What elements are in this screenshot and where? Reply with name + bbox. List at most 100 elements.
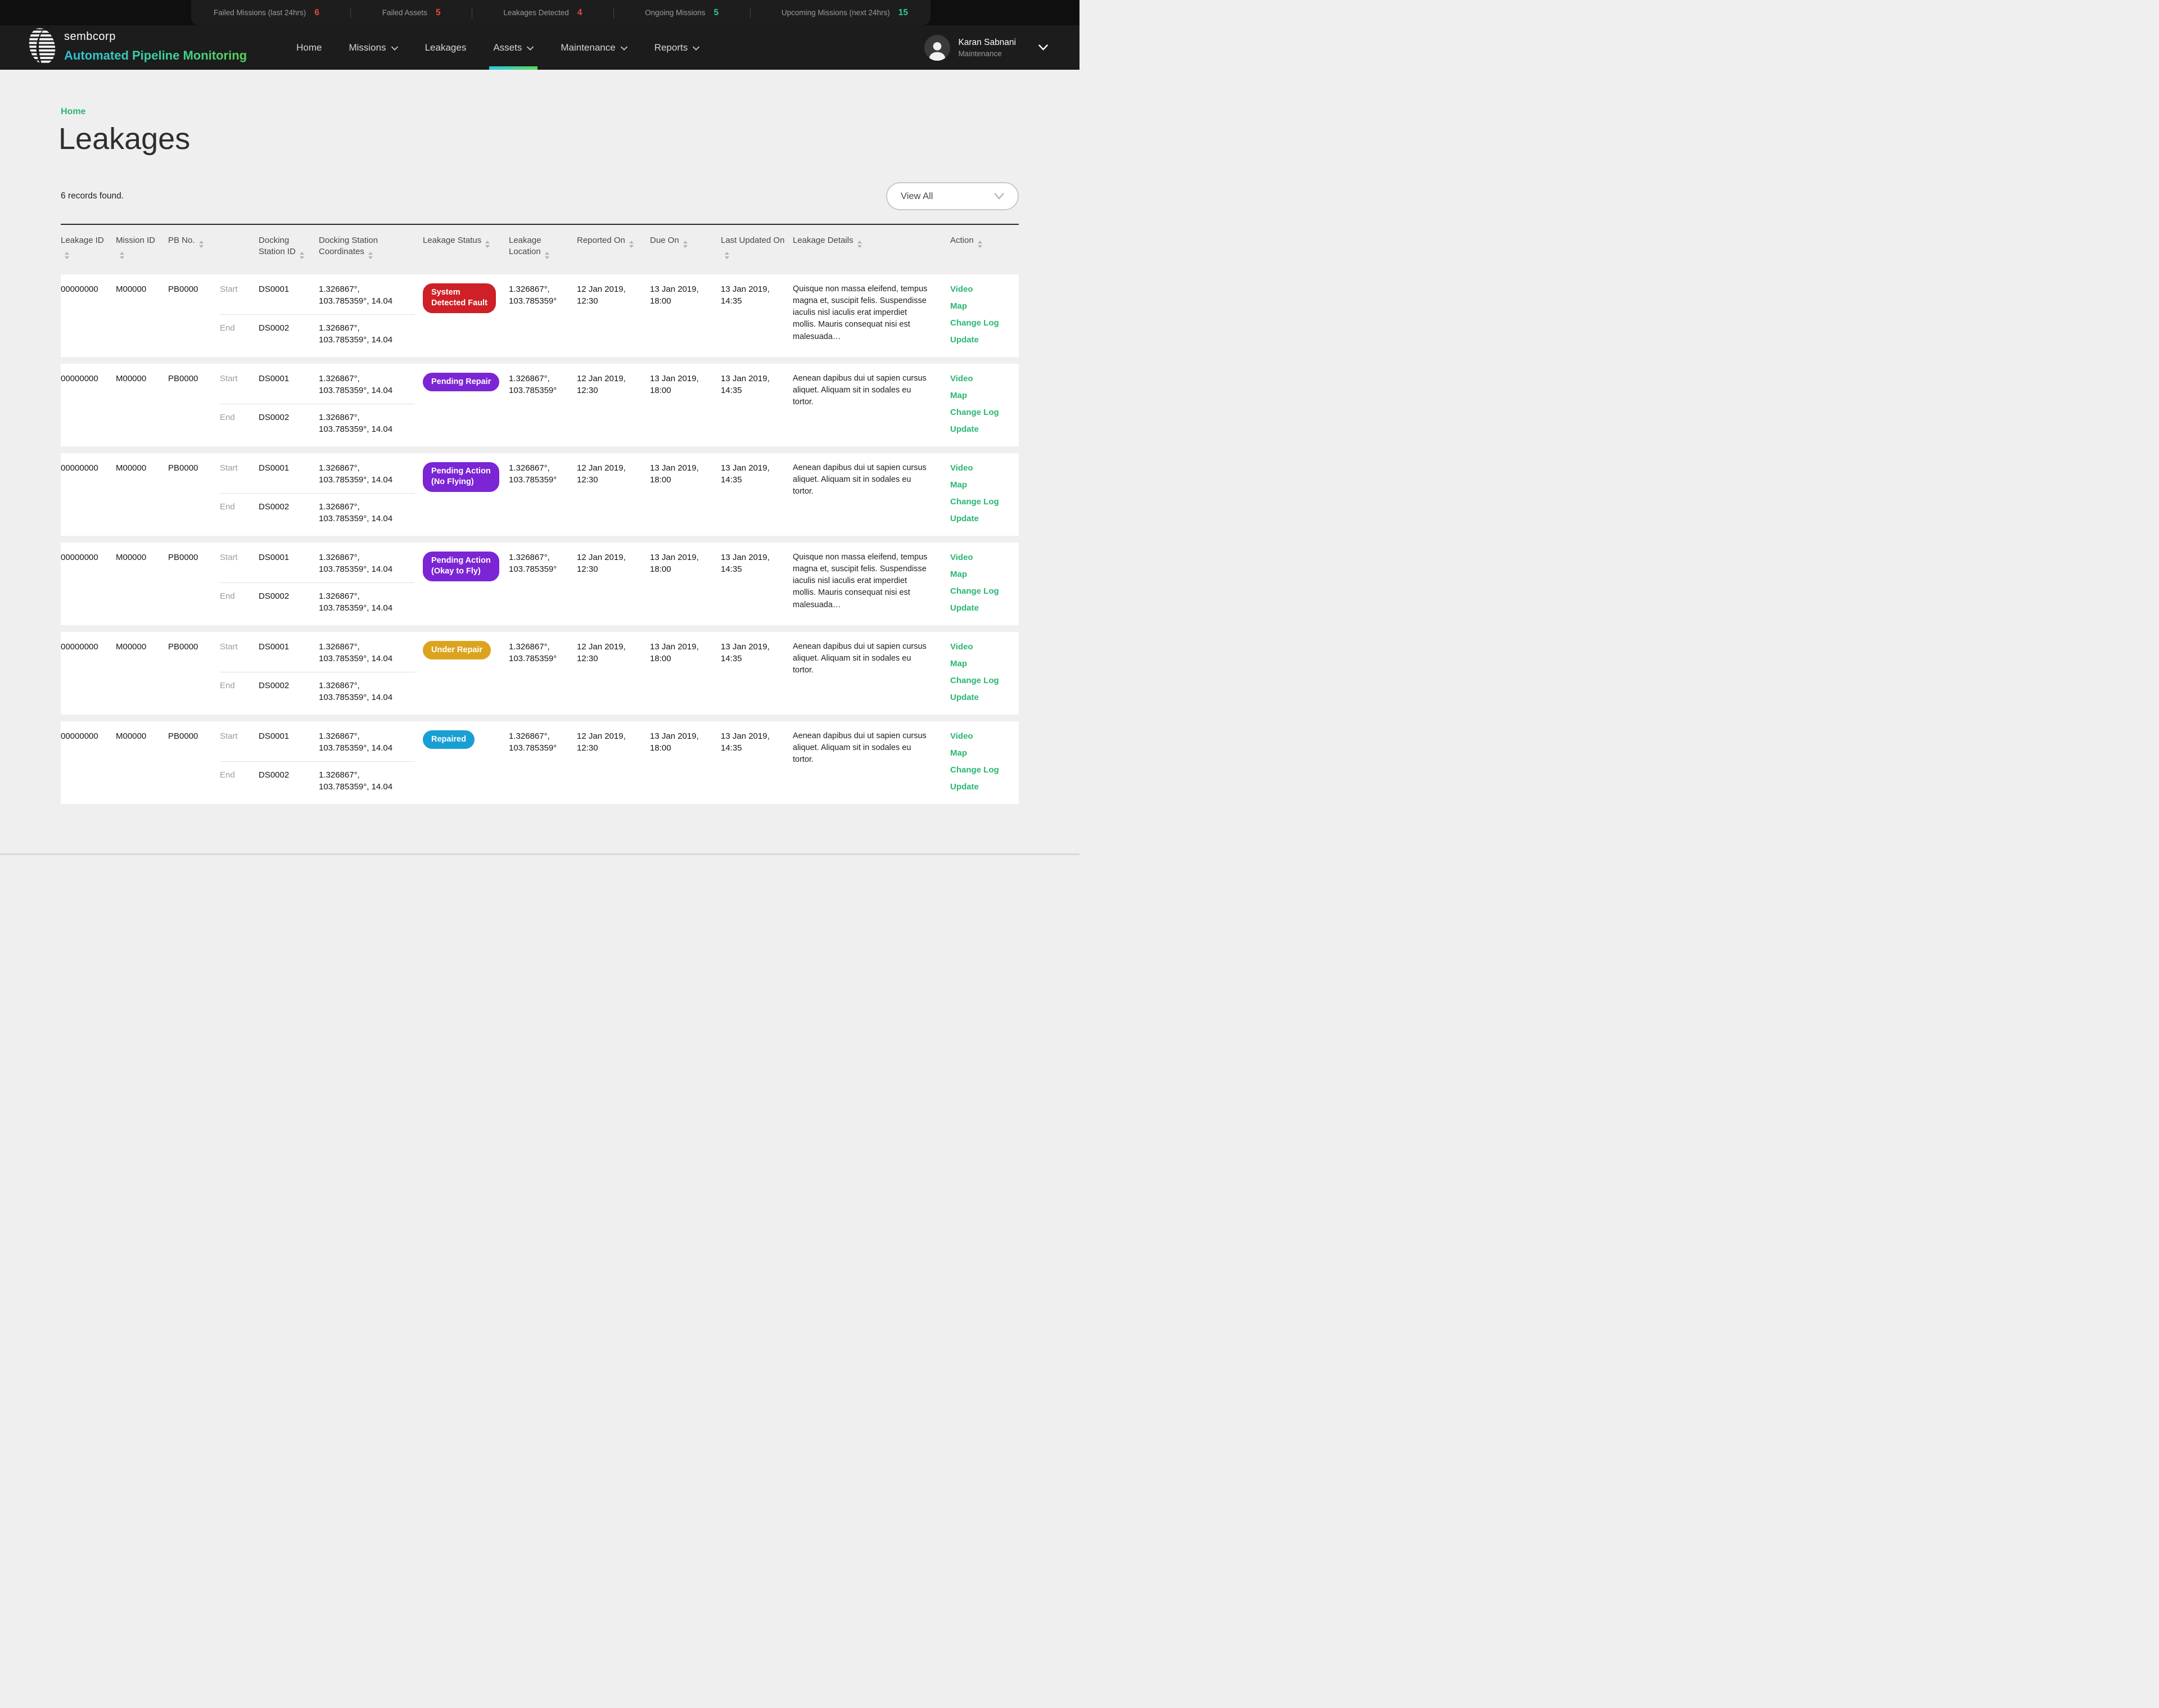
main-nav: Home Missions Leakages Assets Maintenanc… <box>283 25 713 70</box>
last-updated-on-cell: 13 Jan 2019, 14:35 <box>721 284 770 306</box>
action-link-update[interactable]: Update <box>950 514 979 523</box>
action-link-update[interactable]: Update <box>950 424 979 434</box>
action-link-update[interactable]: Update <box>950 603 979 613</box>
leakage-status-cell: Pending Repair <box>423 373 509 439</box>
column-label: Docking Station Coordinates <box>319 236 378 257</box>
records-count: 6 records found. <box>61 191 124 201</box>
stat-leakages-detected: Leakages Detected 4 <box>503 8 582 18</box>
docking-station-id: DS0001 <box>259 284 290 294</box>
table-body: 00000000 M00000 PB0000 Start DS0001 1.32… <box>61 274 1019 804</box>
column-header-leakage-id[interactable]: Leakage ID <box>61 235 116 274</box>
action-link-video[interactable]: Video <box>950 731 973 741</box>
column-header-docking-station-coordinates[interactable]: Docking Station Coordinates <box>319 235 423 274</box>
column-header-reported-on[interactable]: Reported On <box>577 235 650 274</box>
column-header-pb-no[interactable]: PB No. <box>168 235 220 274</box>
column-label: Leakage Details <box>793 236 853 245</box>
docking-station-id: DS0002 <box>259 591 290 601</box>
leakage-location-cell: 1.326867°, 103.785359° <box>509 284 557 306</box>
brand-name: sembcorp <box>64 30 116 43</box>
docking-end-row: End DS0002 1.326867°, 103.785359°, 14.04 <box>220 412 423 435</box>
stat-separator <box>749 7 751 19</box>
sort-icon <box>65 252 69 259</box>
nav-item-missions[interactable]: Missions <box>335 25 411 70</box>
action-link-video[interactable]: Video <box>950 284 973 294</box>
nav-item-leakages[interactable]: Leakages <box>412 25 480 70</box>
start-end-divider <box>220 582 415 583</box>
breadcrumb-home[interactable]: Home <box>61 107 86 116</box>
mission-id-cell: M00000 <box>116 463 147 473</box>
docking-station-id: DS0001 <box>259 463 290 473</box>
action-link-video[interactable]: Video <box>950 642 973 652</box>
action-link-update[interactable]: Update <box>950 693 979 702</box>
docking-start-row: Start DS0001 1.326867°, 103.785359°, 14.… <box>220 283 423 307</box>
action-link-change-log[interactable]: Change Log <box>950 765 999 775</box>
nav-item-assets[interactable]: Assets <box>480 25 547 70</box>
stat-separator <box>350 7 351 19</box>
end-label: End <box>220 323 235 333</box>
view-filter-select[interactable]: View All <box>886 182 1019 210</box>
stat-ongoing-missions: Ongoing Missions 5 <box>645 8 719 18</box>
nav-item-maintenance[interactable]: Maintenance <box>547 25 640 70</box>
chevron-down-icon[interactable] <box>1038 44 1048 51</box>
docking-station-id: DS0002 <box>259 413 290 422</box>
user-role: Maintenance <box>958 49 1002 58</box>
column-header-leakage-status[interactable]: Leakage Status <box>423 235 509 274</box>
action-link-map[interactable]: Map <box>950 659 967 668</box>
app-header: Failed Missions (last 24hrs) 6 Failed As… <box>0 0 1080 70</box>
reported-on-cell: 12 Jan 2019, 12:30 <box>577 284 626 306</box>
action-link-change-log[interactable]: Change Log <box>950 408 999 417</box>
sort-icon <box>198 241 204 248</box>
action-link-change-log[interactable]: Change Log <box>950 497 999 507</box>
action-link-video[interactable]: Video <box>950 374 973 383</box>
action-link-update[interactable]: Update <box>950 782 979 792</box>
docking-station-id: DS0001 <box>259 731 290 741</box>
stat-label: Leakages Detected <box>503 8 569 17</box>
action-link-map[interactable]: Map <box>950 391 967 400</box>
action-link-map[interactable]: Map <box>950 480 967 490</box>
due-on-cell: 13 Jan 2019, 18:00 <box>650 553 699 574</box>
start-label: Start <box>220 463 238 473</box>
action-link-change-log[interactable]: Change Log <box>950 676 999 685</box>
sort-icon <box>485 241 490 248</box>
docking-end-row: End DS0002 1.326867°, 103.785359°, 14.04 <box>220 501 423 525</box>
action-link-map[interactable]: Map <box>950 748 967 758</box>
action-link-change-log[interactable]: Change Log <box>950 586 999 596</box>
docking-station-coordinates: 1.326867°, 103.785359°, 14.04 <box>319 731 393 753</box>
column-header-last-updated-on[interactable]: Last Updated On <box>721 235 793 274</box>
docking-station-coordinates: 1.326867°, 103.785359°, 14.04 <box>319 323 393 345</box>
action-link-update[interactable]: Update <box>950 335 979 345</box>
user-menu[interactable]: Karan Sabnani Maintenance <box>924 34 1048 61</box>
column-header-mission-id[interactable]: Mission ID <box>116 235 168 274</box>
docking-station-coordinates: 1.326867°, 103.785359°, 14.04 <box>319 591 393 613</box>
nav-item-home[interactable]: Home <box>283 25 335 70</box>
sort-icon <box>544 252 549 259</box>
docking-station-id: DS0002 <box>259 770 290 780</box>
docking-station-coordinates: 1.326867°, 103.785359°, 14.04 <box>319 553 393 574</box>
start-label: Start <box>220 731 238 741</box>
docking-end-row: End DS0002 1.326867°, 103.785359°, 14.04 <box>220 590 423 614</box>
last-updated-on-cell: 13 Jan 2019, 14:35 <box>721 374 770 395</box>
end-label: End <box>220 413 235 422</box>
action-link-map[interactable]: Map <box>950 570 967 579</box>
column-header-due-on[interactable]: Due On <box>650 235 721 274</box>
action-link-change-log[interactable]: Change Log <box>950 318 999 328</box>
start-label: Start <box>220 553 238 562</box>
column-header-leakage-location[interactable]: Leakage Location <box>509 235 577 274</box>
nav-label: Leakages <box>424 42 467 53</box>
leakage-details-cell: Quisque non massa eleifend, tempus magna… <box>793 553 928 609</box>
action-link-map[interactable]: Map <box>950 301 967 311</box>
main-content: Home Leakages 6 records found. View All … <box>0 107 1080 853</box>
column-header-action[interactable]: Action <box>950 235 1019 274</box>
docking-start-row: Start DS0001 1.326867°, 103.785359°, 14.… <box>220 641 423 665</box>
nav-label: Maintenance <box>561 42 616 53</box>
action-link-video[interactable]: Video <box>950 463 973 473</box>
column-header-leakage-details[interactable]: Leakage Details <box>793 235 950 274</box>
stat-label: Failed Missions (last 24hrs) <box>214 8 306 17</box>
action-link-video[interactable]: Video <box>950 553 973 562</box>
start-end-divider <box>220 493 415 494</box>
nav-item-reports[interactable]: Reports <box>641 25 713 70</box>
reported-on-cell: 12 Jan 2019, 12:30 <box>577 463 626 485</box>
brand-logo[interactable]: sembcorp Automated Pipeline Monitoring <box>27 25 247 69</box>
docking-station-group: Start DS0001 1.326867°, 103.785359°, 14.… <box>220 283 423 349</box>
column-header-docking-station-id[interactable]: Docking Station ID <box>259 235 319 274</box>
